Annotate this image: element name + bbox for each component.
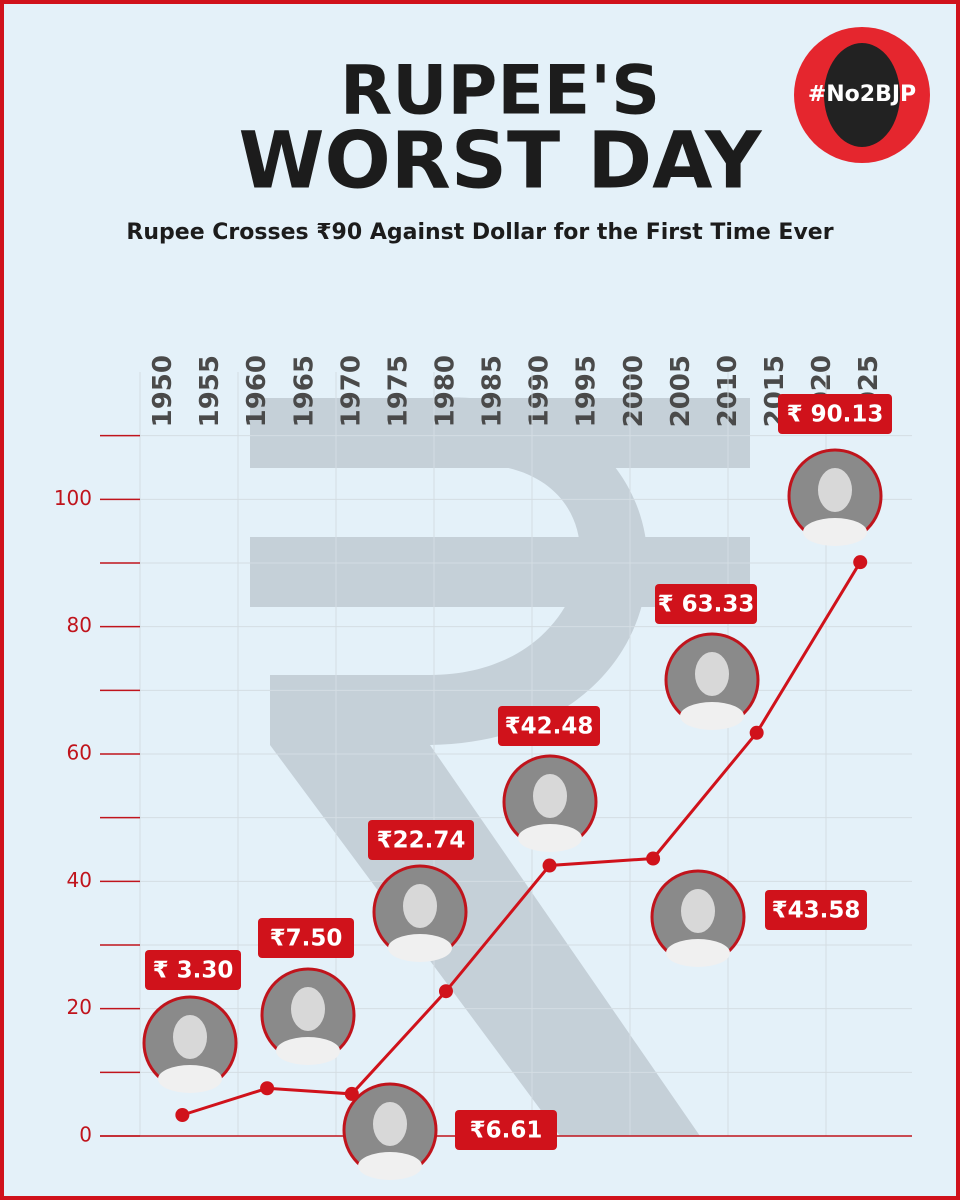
x-tick-label: 1995 [572,355,602,427]
value-label-box [368,820,474,860]
y-tick-label: 40 [67,868,92,892]
value-label: ₹7.50 [270,926,343,952]
portrait-body [276,1037,340,1065]
value-label: ₹ 63.33 [658,592,755,618]
x-tick-label: 1980 [430,355,460,427]
portrait-head [173,1015,207,1059]
portrait-head [403,884,437,928]
point [175,1107,190,1122]
plot: ₹ 3.30 ₹7.50 ₹6.61 ₹22.74 ₹42.48 ₹43.58 ₹ 63.3… [142,394,892,1180]
line [181,561,862,1117]
value-label-box [498,706,600,746]
portrait-head [695,652,729,696]
x-tick-label: 2005 [666,355,696,427]
y-tick-label: 0 [79,1123,92,1147]
badge-bull [824,43,900,147]
point [260,1081,275,1096]
x-tick-label: 1960 [242,355,272,427]
grid: 1950 1955 1960 1965 1970 1975 1980 1985 1990 1995… [54,355,912,1147]
point [646,851,661,866]
value-label-box [258,918,354,958]
title-line1: RUPEE'S [340,52,660,131]
value-label-box [655,584,757,624]
portrait-body [680,702,744,730]
portrait-head [681,889,715,933]
x-tick-label: 1955 [195,355,225,427]
point [853,555,868,570]
portrait-body [388,934,452,962]
title-line2: WORST DAY [238,116,763,206]
portrait-body [518,824,582,852]
portrait-body [666,939,730,967]
y-tick-label: 80 [67,613,92,637]
x-tick-label: 2000 [619,355,649,427]
value-label-box [778,394,892,434]
point [542,858,557,873]
badge-text: #No2BJP [808,82,916,107]
x-tick-label: 1950 [148,355,178,427]
value-label: ₹43.58 [772,898,861,924]
x-tick-label: 1965 [289,355,319,427]
point [749,725,764,740]
value-label: ₹22.74 [377,828,466,854]
value-label: ₹ 3.30 [153,958,234,984]
subtitle: Rupee Crosses ₹90 Against Dollar for the… [126,220,833,245]
portrait-head [291,987,325,1031]
y-tick-label: 100 [54,486,92,510]
portrait-body [158,1065,222,1093]
x-tick-label: 1985 [478,355,508,427]
portrait-head [533,774,567,818]
x-tick-label: 1970 [336,355,366,427]
value-label-box [765,890,867,930]
value-label-box [455,1110,557,1150]
value-label: ₹ 90.13 [787,402,884,428]
value-label: ₹6.61 [470,1118,543,1144]
portrait-head [373,1102,407,1146]
portrait-body [358,1152,422,1180]
point [438,984,453,999]
point [344,1086,359,1101]
x-tick-label: 1990 [525,355,555,427]
value-label: ₹42.48 [505,714,594,740]
y-tick-label: 60 [67,741,92,765]
portrait-body [803,518,867,546]
x-tick-label: 1975 [383,355,413,427]
portrait-head [818,468,852,512]
value-label-box [145,950,241,990]
y-tick-label: 20 [67,995,92,1019]
